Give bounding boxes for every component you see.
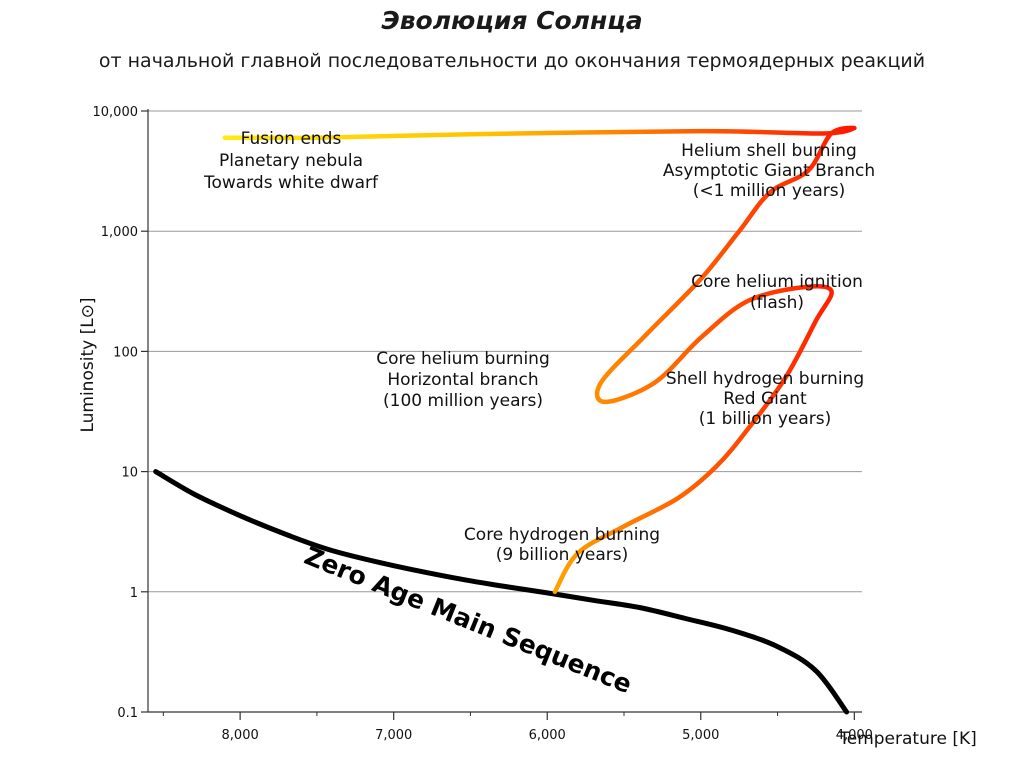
evolution-track-line — [222, 125, 857, 595]
annotation-horizontal-branch-line: (100 million years) — [383, 391, 543, 411]
x-tick-label: 4,000 — [836, 728, 873, 743]
annotation-red-giant-line: Shell hydrogen burning — [666, 369, 864, 389]
x-tick-label: 8,000 — [222, 728, 259, 743]
x-tick-label: 6,000 — [529, 728, 566, 743]
annotation-horizontal-branch-line: Core helium burning — [376, 349, 550, 369]
annotation-core-hydrogen-line: (9 billion years) — [496, 545, 629, 565]
grid-lines — [148, 110, 862, 593]
chart-title: Эволюция Солнца — [381, 6, 643, 35]
axes — [141, 109, 862, 720]
x-tick-label: 5,000 — [682, 728, 719, 743]
annotation-red-giant-line: Red Giant — [723, 389, 807, 409]
y-tick-label: 1,000 — [101, 225, 138, 240]
annotation-agb-line: Helium shell burning — [681, 141, 857, 161]
annotation-agb-line: (<1 million years) — [693, 181, 846, 201]
y-tick-label: 100 — [113, 345, 138, 360]
annotation-core-hydrogen-line: Core hydrogen burning — [464, 525, 660, 545]
annotation-red-giant-line: (1 billion years) — [699, 409, 832, 429]
annotation-fusion-ends-line: Fusion ends — [241, 129, 342, 149]
series-layer — [153, 125, 857, 715]
y-tick-label: 0.1 — [117, 706, 138, 721]
annotation-horizontal-branch-line: Horizontal branch — [387, 370, 538, 390]
tick-labels: 0.1 1 10 100 1,000 10,000 8,000 7,000 6,000 5,000… — [93, 105, 873, 743]
x-tick-label: 7,000 — [375, 728, 412, 743]
annotation-helium-flash-line: (flash) — [750, 293, 804, 313]
x-axis-label: Temperature [K] — [838, 729, 977, 749]
annotation-fusion-ends-line: Towards white dwarf — [203, 173, 379, 193]
annotation-helium-flash-line: Core helium ignition — [691, 272, 863, 292]
y-tick-label: 10,000 — [93, 105, 139, 120]
y-axis-label: Luminosity [L⊙] — [78, 297, 98, 432]
annotation-agb-line: Asymptotic Giant Branch — [663, 161, 875, 181]
y-tick-label: 1 — [130, 586, 138, 601]
y-tick-label: 10 — [121, 466, 138, 481]
annotation-fusion-ends-line: Planetary nebula — [219, 151, 363, 171]
zams-line — [153, 469, 850, 715]
chart-subtitle: от начальной главной последовательности … — [98, 50, 926, 72]
